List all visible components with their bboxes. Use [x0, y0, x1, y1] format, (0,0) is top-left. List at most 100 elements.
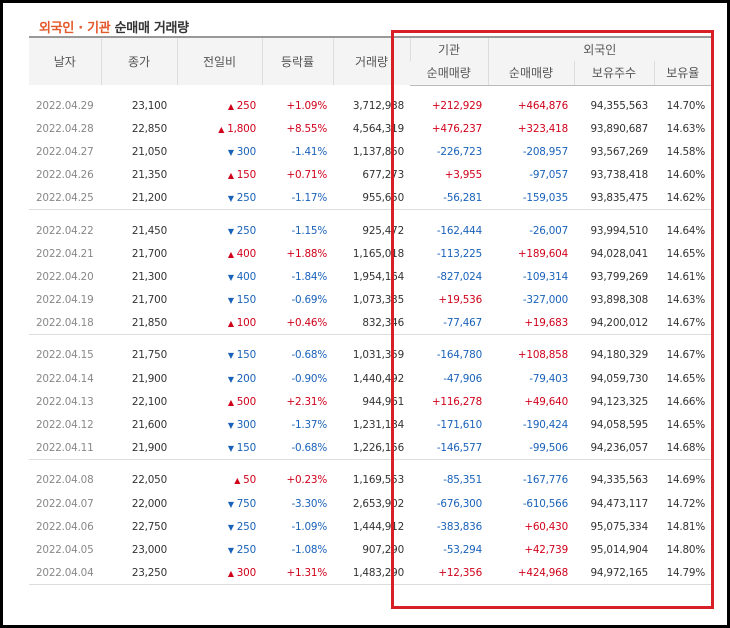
cell-inst-net: +3,955	[444, 169, 482, 182]
cell-ratio: 14.67%	[666, 349, 706, 362]
header-rate: 등락률	[261, 36, 333, 85]
table-row: 2022.04.27 21,050 ▼ 300 -1.41% 1,137,850 -226,…	[29, 140, 711, 163]
cell-rate: +1.88%	[286, 247, 327, 260]
cell-date: 2022.04.04	[29, 561, 101, 586]
triangle-up-icon: ▲	[227, 171, 234, 181]
table-row: 2022.04.18 21,850 ▲ 100 +0.46% 832,346 -77,467…	[29, 312, 711, 335]
triangle-down-icon: ▼	[227, 443, 234, 453]
cell-inst-net: -53,294	[443, 543, 482, 556]
cell-volume: 1,440,492	[352, 372, 404, 385]
cell-ratio: 14.65%	[666, 419, 706, 432]
triangle-down-icon: ▼	[227, 522, 234, 532]
title-institution: 기관	[87, 21, 111, 36]
header-inst-net: 순매매량	[410, 61, 488, 86]
cell-holdings: 94,200,012	[590, 317, 649, 330]
group-spacer	[29, 85, 711, 94]
cell-ratio: 14.79%	[654, 561, 712, 586]
cell-foreign-net: +464,876	[517, 99, 568, 112]
cell-foreign-net: +42,739	[524, 543, 568, 556]
cell-holdings: 93,898,308	[590, 294, 649, 307]
cell-holdings: 93,890,687	[590, 122, 649, 135]
spacer-cell	[29, 459, 712, 469]
change-value: 400	[236, 247, 256, 260]
table-row: 2022.04.11 21,900 ▼ 150 -0.68% 1,226,156 -146,…	[29, 437, 711, 460]
cell-volume: 4,564,319	[352, 122, 404, 135]
change-value: 1,800	[227, 122, 256, 135]
cell-change: ▼ 400	[177, 265, 262, 288]
cell-ratio: 14.66%	[666, 395, 706, 408]
header-foreign: 외국인	[487, 36, 712, 61]
cell-rate: +0.46%	[286, 317, 327, 330]
cell-volume: 1,231,184	[352, 419, 404, 432]
cell-volume: 1,954,164	[352, 270, 404, 283]
cell-date: 2022.04.26	[36, 169, 94, 182]
cell-close: 21,900	[131, 372, 167, 385]
triangle-down-icon: ▼	[227, 194, 234, 204]
table-row: 2022.04.19 21,700 ▼ 150 -0.69% 1,073,335 +19,5…	[29, 289, 711, 312]
cell-volume: 1,137,850	[352, 145, 404, 158]
table-row: 2022.04.20 21,300 ▼ 400 -1.84% 1,954,164 -827,…	[29, 265, 711, 288]
cell-close: 21,050	[131, 145, 167, 158]
table-body: 2022.04.29 23,100 ▲ 250 +1.09% 3,712,938 +212,…	[29, 85, 712, 586]
header-row-top: 날자 종가 전일비 등락률 거래량 기관 외국인	[29, 36, 712, 85]
change-value: 200	[236, 372, 256, 385]
change-value: 300	[236, 145, 256, 158]
cell-foreign-net: -79,403	[529, 372, 568, 385]
cell-inst-net: -77,467	[443, 317, 482, 330]
cell-foreign-net: +19,683	[524, 317, 568, 330]
cell-rate: +8.55%	[286, 122, 327, 135]
cell-volume: 1,165,018	[352, 247, 404, 260]
cell-date: 2022.04.07	[36, 497, 94, 510]
cell-foreign-net: +424,968	[488, 561, 574, 586]
cell-ratio: 14.58%	[666, 145, 706, 158]
cell-change: ▲ 300	[177, 561, 262, 586]
cell-volume: 1,226,156	[352, 441, 404, 454]
cell-holdings: 94,473,117	[590, 497, 649, 510]
table-row: 2022.04.13 22,100 ▲ 500 +2.31% 944,961 +116,27…	[29, 390, 711, 413]
cell-rate: -0.68%	[291, 441, 327, 454]
cell-close: 21,900	[131, 441, 167, 454]
cell-foreign-net: -109,314	[522, 270, 568, 283]
cell-close: 22,000	[131, 497, 167, 510]
cell-holdings: 94,972,165	[574, 561, 654, 586]
cell-ratio: 14.60%	[666, 169, 706, 182]
cell-inst-net: -164,780	[436, 349, 482, 362]
cell-date: 2022.04.13	[36, 395, 94, 408]
cell-change: ▲ 1,800	[177, 117, 262, 140]
triangle-up-icon: ▲	[227, 101, 234, 111]
triangle-down-icon: ▼	[227, 374, 234, 384]
cell-ratio: 14.63%	[666, 294, 706, 307]
cell-close: 22,750	[131, 520, 167, 533]
cell-holdings: 93,738,418	[590, 169, 649, 182]
cell-close: 23,250	[101, 561, 177, 586]
table-row: 2022.04.04 23,250 ▲ 300 +1.31% 1,483,290 +12,3…	[29, 561, 712, 586]
table-row: 2022.04.28 22,850 ▲ 1,800 +8.55% 4,564,319 +47…	[29, 117, 711, 140]
cell-change: ▼ 200	[177, 367, 262, 390]
cell-holdings: 95,014,904	[590, 543, 649, 556]
title-dot: ·	[73, 21, 88, 36]
cell-volume: 1,444,912	[352, 520, 404, 533]
cell-volume: 1,169,553	[352, 474, 404, 487]
change-value: 250	[236, 543, 256, 556]
cell-change: ▼ 250	[177, 515, 262, 538]
cell-ratio: 14.67%	[666, 317, 706, 330]
cell-foreign-net: +60,430	[524, 520, 568, 533]
triangle-down-icon: ▼	[227, 351, 234, 361]
cell-date: 2022.04.11	[36, 441, 94, 454]
title-rest: 순매매 거래량	[110, 21, 190, 36]
cell-holdings: 93,835,475	[590, 192, 649, 205]
table-row: 2022.04.26 21,350 ▲ 150 +0.71% 677,273 +3,955 -…	[29, 164, 711, 187]
cell-foreign-net: -208,957	[522, 145, 568, 158]
cell-foreign-net: +49,640	[524, 395, 568, 408]
cell-ratio: 14.62%	[666, 192, 706, 205]
change-value: 500	[236, 395, 256, 408]
table-row: 2022.04.29 23,100 ▲ 250 +1.09% 3,712,938 +212,…	[29, 94, 711, 117]
header-volume: 거래량	[332, 36, 410, 85]
cell-change: ▼ 300	[177, 413, 262, 436]
table-row: 2022.04.14 21,900 ▼ 200 -0.90% 1,440,492 -47,9…	[29, 367, 711, 390]
group-spacer	[29, 209, 712, 219]
trading-table: 날자 종가 전일비 등락률 거래량 기관 외국인 순매매량 순매매량 보유주수 …	[29, 36, 712, 586]
cell-date: 2022.04.25	[36, 192, 94, 205]
change-value: 50	[243, 474, 256, 487]
triangle-down-icon: ▼	[227, 499, 234, 509]
